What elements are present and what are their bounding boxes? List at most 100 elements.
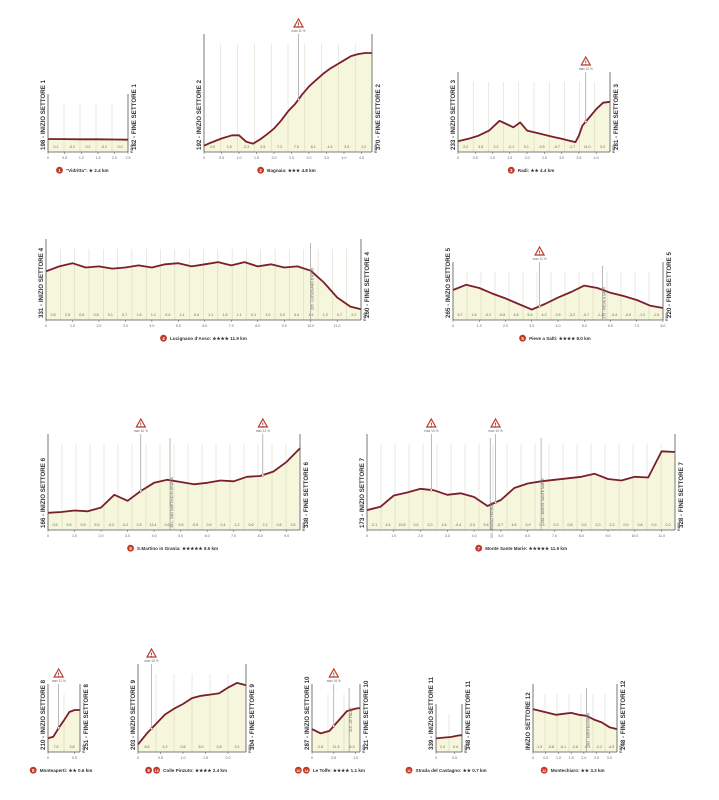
grade-label: 0.9 — [652, 523, 657, 527]
grade-label: 1.0 — [265, 313, 270, 317]
sector-badge — [29, 766, 37, 774]
elevation-line — [366, 450, 676, 511]
max-grade-label: max 10 % — [424, 429, 438, 433]
sector-caption: Monteaperti: ★★ 0.6 km — [40, 768, 93, 773]
max-grade-label: max 16 % — [327, 679, 341, 683]
warning-glyph: ! — [262, 422, 264, 428]
x-tick-label: 8.0 — [579, 534, 584, 538]
sector-badge — [507, 166, 515, 174]
x-tick-label: 7.0 — [231, 534, 236, 538]
grade-label: -2.8 — [317, 745, 323, 749]
x-tick-label: 0.5 — [62, 156, 67, 160]
grade-label: 0.4 — [221, 523, 226, 527]
place-label: 275 - PIEVE A SALTI — [603, 287, 607, 319]
grade-label: -2.0 — [469, 523, 475, 527]
sector-badge-number: 8 — [32, 768, 35, 773]
x-tick-label: 2.0 — [99, 534, 104, 538]
warning-icon — [328, 667, 340, 678]
sector-caption: Bagnaia: ★★★ 4.8 km — [267, 168, 316, 173]
x-tick-label: 9.0 — [284, 534, 289, 538]
grade-label: 4.8 — [514, 313, 519, 317]
marker-dot — [584, 120, 588, 124]
sector-badge-number: 9 — [147, 768, 150, 773]
sector-caption: Monte Sante Marie: ★★★★★ 11.5 km — [485, 546, 567, 551]
grade-label: 1.6 — [472, 313, 477, 317]
max-grade-label: max 10 % — [134, 429, 148, 433]
grade-label: 0.6 — [540, 523, 545, 527]
grade-label: 0.1 — [108, 313, 113, 317]
x-tick-label: 4.0 — [152, 534, 157, 538]
grade-label: 6.1 — [311, 145, 316, 149]
end-label: 248 - FINE SETTORE 12 — [620, 680, 627, 750]
grade-label: 0.4 — [453, 745, 458, 749]
warning-icon — [145, 647, 158, 658]
brand-logo: RCS — [464, 745, 468, 753]
x-tick-label: 1.0 — [237, 156, 242, 160]
x-tick-label: 2.0 — [418, 534, 423, 538]
grade-label: -2.6 — [572, 745, 578, 749]
x-tick-label: 3.0 — [123, 324, 128, 328]
elevation-line — [532, 708, 618, 730]
sector-badge-number: 14 — [304, 769, 308, 773]
grade-label: 5.8 — [484, 523, 489, 527]
elevation-area — [458, 101, 610, 152]
place-label: 265 - LUCIGNANO D'ASSO — [311, 267, 315, 310]
x-tick-label: 5.0 — [178, 534, 183, 538]
start-label: INIZIO SETTORE 12 — [525, 692, 532, 750]
end-label: 260 - FINE SETTORE 4 — [364, 252, 371, 318]
marker-dot — [57, 726, 61, 730]
x-tick-label: 0 — [366, 534, 368, 538]
warning-glyph: ! — [539, 250, 541, 256]
end-label: 281 - FINE SETTORE 3 — [613, 84, 620, 150]
grade-label: 2.2 — [351, 313, 356, 317]
x-tick-label: 5.0 — [582, 324, 587, 328]
grade-label: 5.0 — [199, 745, 204, 749]
grade-label: 5.4 — [528, 313, 533, 317]
start-label: 210 - INIZIO SETTORE 8 — [40, 679, 47, 750]
start-label: 339 - INIZIO SETTORE 11 — [428, 676, 435, 750]
max-grade-label: max 10 % — [488, 429, 502, 433]
x-tick-label: 0 — [457, 156, 459, 160]
grade-label: 0.5 — [94, 313, 99, 317]
x-tick-label: 3.0 — [559, 156, 564, 160]
grade-label: 0.3 — [554, 523, 559, 527]
elevation-line — [311, 707, 361, 735]
sector-badge-number: 10 — [296, 769, 300, 773]
x-tick-label: 2.5 — [594, 756, 599, 760]
sector-caption: Montechiaro: ★★ 3.3 km — [551, 768, 605, 773]
grade-label: 2.0 — [596, 523, 601, 527]
end-label: 304 - FINE SETTORE 9 — [249, 684, 256, 750]
grade-label: 0.0 — [118, 145, 123, 149]
grade-label: 0.5 — [179, 523, 184, 527]
x-tick-label: 9.0 — [282, 324, 287, 328]
end-label: 182 - FINE SETTORE 1 — [131, 84, 138, 150]
warning-icon — [257, 417, 269, 428]
sector-badge-number: 11 — [407, 769, 411, 773]
grade-label: 13.4 — [150, 523, 157, 527]
grade-label: 0.5 — [582, 523, 587, 527]
grade-label: 0.6 — [249, 523, 254, 527]
grade-label: 1.1 — [151, 313, 156, 317]
max-grade-label: max 10 % — [144, 659, 158, 663]
end-label: 338 - FINE SETTORE 6 — [303, 462, 310, 528]
x-tick-label: 0 — [137, 756, 139, 760]
grade-label: -0.9 — [625, 313, 631, 317]
grade-label: 3.5 — [291, 523, 296, 527]
grade-label: 0.8 — [277, 523, 282, 527]
profile-chart-6: 0.5 0.5 0.5 5.5 -0.2 -0.2 2.5 13.4 0.6 0.5 -0.9 0.5… — [40, 417, 310, 552]
max-grade-label: max 11 % — [292, 29, 306, 33]
sector-caption: Strada del Castagno: ★★ 0.7 km — [416, 768, 487, 773]
x-tick-label: 1.5 — [569, 756, 574, 760]
grade-label: 3.9 — [210, 145, 215, 149]
brand-logo: RCS — [362, 745, 366, 753]
grade-label: 0.5 — [67, 523, 72, 527]
place-label: 281 - SAN MARTINO IN GRANIA — [170, 476, 174, 527]
x-tick-label: 4.0 — [472, 534, 477, 538]
grade-label: -0.4 — [455, 523, 461, 527]
x-tick-label: 0.5 — [543, 756, 548, 760]
warning-glyph: ! — [495, 422, 497, 428]
profile-chart-4: 0.5 2.5 0.5 0.5 0.1 0.7 1.6 1.1 0.4 1.1 0.4 1.1 1.6 1… — [38, 239, 371, 342]
grade-label: 2.0 — [428, 523, 433, 527]
grade-label: 4.6 — [512, 523, 517, 527]
sector-badge — [127, 544, 134, 552]
